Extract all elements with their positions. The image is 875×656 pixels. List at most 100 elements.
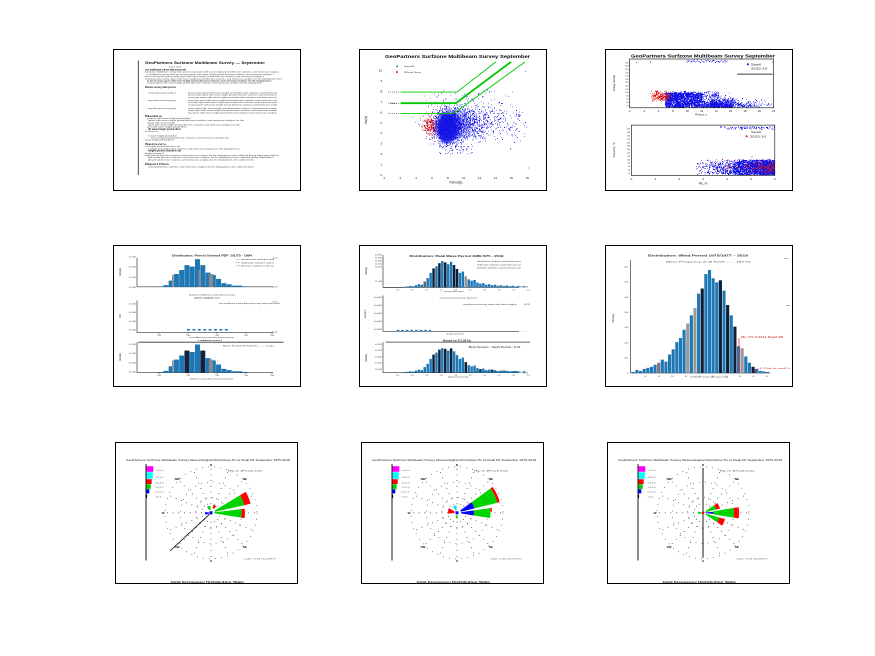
svg-text:GeoPartners Surfzone Multibeam: GeoPartners Surfzone Multibeam Survey Me… [618, 459, 783, 462]
svg-text:ocessing report with wave heig: ocessing report with wave height period … [188, 99, 278, 102]
svg-text:4: 4 [381, 131, 383, 135]
svg-text:3.0-4.0: 3.0-4.0 [402, 477, 411, 479]
svg-text:5.0: 5.0 [512, 375, 516, 377]
svg-text:rvey data processing rep: rvey data processing rep [148, 99, 177, 102]
svg-text:SE: SE [243, 545, 247, 549]
svg-text:0.05: 0.05 [129, 372, 138, 374]
svg-text:5.0: 5.0 [396, 290, 400, 292]
svg-text:40: 40 [628, 170, 630, 172]
svg-text:5.0: 5.0 [469, 290, 473, 292]
svg-text:SW: SW [421, 545, 426, 549]
svg-text:report with wave height: report with wave height [147, 121, 175, 124]
svg-text:5.0: 5.0 [527, 375, 531, 377]
svg-text:Swell: Swell [751, 131, 762, 134]
svg-text:essing report with wave height: essing report with wave height period di… [188, 103, 278, 106]
svg-text:2: 2 [381, 152, 383, 156]
svg-text:5.0: 5.0 [425, 375, 429, 377]
svg-text:NW: NW [667, 477, 672, 481]
svg-text:0.00: 0.00 [375, 281, 384, 283]
svg-text:5.0: 5.0 [454, 290, 458, 292]
svg-text:0.05: 0.05 [375, 350, 384, 352]
svg-text:5.0: 5.0 [498, 375, 502, 377]
svg-text:2: 2 [629, 109, 631, 113]
svg-text:5.0: 5.0 [483, 375, 487, 377]
svg-text:0.05: 0.05 [129, 362, 138, 364]
svg-text:240: 240 [627, 136, 630, 138]
svg-text:0.05: 0.05 [129, 277, 138, 279]
svg-text:10: 10 [215, 335, 221, 337]
svg-text:3: 3 [702, 177, 704, 181]
svg-text:10: 10 [685, 376, 688, 378]
svg-text:cessing report with wave heigh: cessing report with wave height period d… [188, 101, 278, 104]
svg-text:60: 60 [628, 166, 630, 168]
svg-text:0.05: 0.05 [375, 369, 384, 371]
svg-text:2023-10: 2023-10 [750, 136, 767, 139]
svg-text:8: 8 [381, 90, 383, 94]
svg-text:140: 140 [625, 86, 628, 88]
svg-text:Mean Period of Peak Hs .......: Mean Period of Peak Hs ........ 6.72s [223, 345, 275, 348]
svg-text:6: 6 [431, 176, 433, 180]
svg-text:ltibeam survey data processing: ltibeam survey data processing report [190, 377, 233, 380]
svg-text:Distribution: Peak Wave Perio: Distribution: Peak Wave Period 1980.5/75… [410, 254, 505, 258]
svg-text:survey data proce: survey data proce [444, 290, 465, 293]
svg-text:1: 1 [654, 177, 656, 181]
svg-text:6: 6 [381, 110, 383, 114]
svg-text:5.0: 5.0 [440, 375, 444, 377]
svg-text:280: 280 [625, 62, 628, 64]
svg-text:Density: Density [119, 352, 122, 361]
svg-text:report with wave height period: report with wave height period direction… [148, 119, 245, 122]
svg-text:20: 20 [758, 109, 762, 113]
svg-text:120: 120 [625, 89, 628, 91]
svg-text:220: 220 [625, 72, 628, 74]
svg-text:22: 22 [772, 109, 776, 113]
svg-text:0.5-1.0: 0.5-1.0 [648, 492, 657, 494]
svg-text:essing report with wave height: essing report with wave height period di… [147, 82, 262, 85]
svg-text:10: 10 [462, 176, 466, 180]
svg-text:18: 18 [525, 176, 529, 180]
svg-text:Notes: Notes [145, 115, 163, 118]
svg-text:Period(s): Period(s) [450, 181, 463, 185]
svg-text:100: 100 [625, 92, 628, 94]
svg-text:Density: Density [365, 266, 368, 275]
svg-text:0.0: 0.0 [523, 372, 530, 374]
svg-text:0.01: 0.01 [624, 358, 629, 360]
svg-text:data processing: data processing [448, 376, 469, 379]
svg-text:0.05: 0.05 [129, 267, 138, 269]
svg-text:10: 10 [725, 376, 728, 378]
svg-text:Distribution: Period Unimod P: Distribution: Period Unimod PDF: 5/1/75 … [172, 254, 253, 258]
svg-text:0.04: 0.04 [624, 312, 629, 314]
svg-text:5: 5 [381, 121, 383, 125]
svg-text:18: 18 [743, 109, 747, 113]
svg-text:10: 10 [244, 375, 250, 377]
svg-text:2.0-3.0: 2.0-3.0 [402, 482, 411, 484]
svg-text:(170): (170) [524, 304, 530, 306]
svg-text:ne multibeam survey data proce: ne multibeam survey data processing rep [189, 336, 235, 339]
svg-text:220: 220 [627, 139, 630, 141]
svg-text:1.0: 1.0 [273, 257, 280, 259]
svg-text:ith wave height period direc: ith wave height period direc [148, 128, 182, 131]
svg-text:SW: SW [667, 545, 672, 549]
svg-text:d direction statistics and met: d direction statistics and metocean an [477, 263, 522, 266]
svg-text:calm: 0.31 N=29377: calm: 0.31 N=29377 [244, 559, 278, 561]
svg-text:0.03: 0.03 [624, 327, 629, 329]
svg-text:SE: SE [735, 545, 739, 549]
svg-text:4: 4 [726, 177, 728, 181]
svg-text:0.05: 0.05 [375, 266, 384, 268]
svg-text:0.00: 0.00 [129, 321, 138, 323]
svg-text:Wind Sea: Wind Sea [404, 72, 422, 74]
svg-text:<0.5: <0.5 [648, 496, 655, 499]
svg-text:Hs(m): Hs(m) [364, 116, 368, 125]
svg-text:0.00: 0.00 [129, 304, 138, 306]
svg-text:7: 7 [381, 100, 383, 104]
svg-text:NW: NW [175, 477, 180, 481]
svg-text:one multibeam survey data proc: one multibeam survey data processing rep… [219, 302, 281, 305]
svg-text:NE: NE [489, 477, 493, 481]
svg-text:rvey data processing report wi: rvey data processing report with wave he… [463, 303, 518, 306]
svg-text:Based on 7/1.33 Hz: Based on 7/1.33 Hz [443, 339, 472, 342]
svg-text:0.06: 0.06 [624, 282, 629, 284]
svg-text:10: 10 [186, 335, 192, 337]
svg-text:5: 5 [750, 177, 752, 181]
svg-text:GeoPartners Surfzone Multibeam: GeoPartners Surfzone Multibeam Survey Me… [126, 459, 291, 462]
svg-text:rocessing report with wave hei: rocessing report with wave height period… [188, 96, 278, 99]
svg-text:port with wave height period d: port with wave height period direc [147, 126, 188, 129]
